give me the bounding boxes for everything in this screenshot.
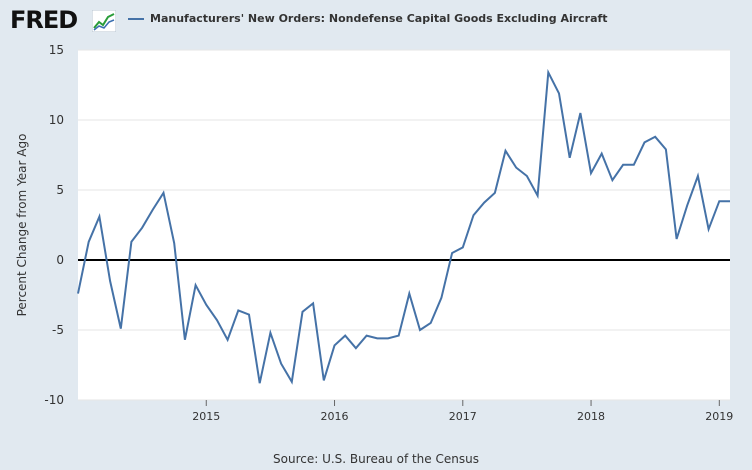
- data-point: [172, 241, 177, 246]
- data-point: [289, 379, 294, 384]
- legend-label: Manufacturers' New Orders: Nondefense Ca…: [150, 12, 608, 25]
- data-point: [535, 193, 540, 198]
- data-point: [567, 155, 572, 160]
- data-point: [642, 140, 647, 145]
- data-point: [150, 207, 155, 212]
- data-point: [653, 134, 658, 139]
- data-point: [332, 343, 337, 348]
- data-point: [482, 200, 487, 205]
- y-tick-label: -5: [52, 323, 64, 337]
- data-point: [524, 174, 529, 179]
- y-tick-label: -10: [44, 393, 64, 407]
- data-point: [364, 333, 369, 338]
- x-tick-label: 2016: [321, 410, 349, 423]
- data-point: [492, 190, 497, 195]
- data-point: [418, 328, 423, 333]
- legend-swatch: [128, 17, 144, 20]
- y-tick-label: 15: [49, 43, 64, 57]
- data-point: [695, 174, 700, 179]
- data-point: [514, 165, 519, 170]
- data-point: [343, 333, 348, 338]
- data-point: [407, 291, 412, 296]
- data-point: [674, 237, 679, 242]
- data-point: [182, 337, 187, 342]
- data-point: [546, 70, 551, 75]
- data-point: [375, 336, 380, 341]
- data-point: [578, 111, 583, 116]
- x-tick-label: 2015: [192, 410, 220, 423]
- data-point: [225, 337, 230, 342]
- data-point: [311, 301, 316, 306]
- data-point: [631, 162, 636, 167]
- chart-header: FRED Manufacturers' New Orders: Nondefen…: [0, 0, 752, 40]
- plot-area: [78, 50, 730, 400]
- data-point: [279, 361, 284, 366]
- x-tick-label: 2017: [449, 410, 477, 423]
- y-axis-label: Percent Change from Year Ago: [15, 134, 29, 317]
- data-point: [247, 312, 252, 317]
- data-point: [728, 199, 733, 204]
- x-axis-ticks: 2015 2016 2017 2018 2019: [192, 400, 733, 423]
- data-point: [108, 279, 113, 284]
- data-point: [610, 178, 615, 183]
- y-tick-label: 10: [49, 113, 64, 127]
- data-point: [589, 171, 594, 176]
- data-point: [161, 190, 166, 195]
- data-point: [300, 309, 305, 314]
- data-point: [663, 147, 668, 152]
- data-point: [556, 91, 561, 96]
- data-point: [717, 199, 722, 204]
- source-note: Source: U.S. Bureau of the Census: [273, 452, 479, 466]
- data-point: [621, 162, 626, 167]
- data-point: [685, 203, 690, 208]
- y-tick-label: 0: [56, 253, 64, 267]
- data-point: [268, 330, 273, 335]
- chart-legend[interactable]: Manufacturers' New Orders: Nondefense Ca…: [128, 12, 608, 25]
- data-point: [257, 381, 262, 386]
- data-point: [140, 225, 145, 230]
- data-point: [204, 302, 209, 307]
- data-point: [706, 227, 711, 232]
- data-point: [86, 239, 91, 244]
- data-point: [97, 214, 102, 219]
- fred-logo-graph-icon: [92, 10, 116, 32]
- data-point: [321, 378, 326, 383]
- data-point: [460, 245, 465, 250]
- data-point: [503, 148, 508, 153]
- data-point: [76, 291, 81, 296]
- data-point: [428, 321, 433, 326]
- data-point: [129, 239, 134, 244]
- data-point: [193, 283, 198, 288]
- x-tick-label: 2018: [577, 410, 605, 423]
- data-point: [471, 213, 476, 218]
- fred-logo[interactable]: FRED: [10, 6, 78, 34]
- y-tick-label: 5: [56, 183, 64, 197]
- series-line: [77, 68, 730, 385]
- data-point: [214, 318, 219, 323]
- data-point: [439, 295, 444, 300]
- data-point: [385, 336, 390, 341]
- x-tick-label: 2019: [705, 410, 733, 423]
- data-point: [450, 251, 455, 256]
- data-point: [236, 308, 241, 313]
- data-point: [353, 346, 358, 351]
- data-point: [396, 333, 401, 338]
- data-point: [118, 326, 123, 331]
- data-point: [599, 151, 604, 156]
- y-axis-ticks: -10 -5 0 5 10 15: [44, 43, 64, 407]
